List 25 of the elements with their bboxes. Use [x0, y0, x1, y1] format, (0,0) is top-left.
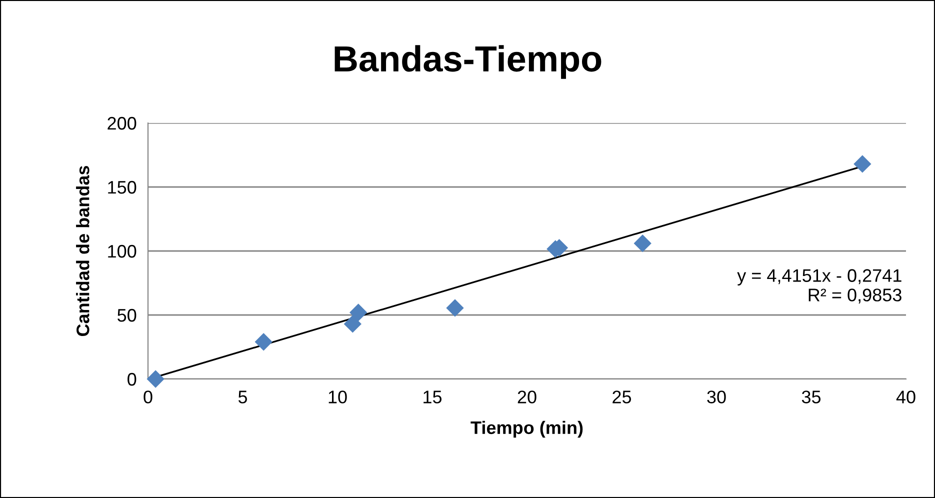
point [446, 299, 464, 317]
x-tick-label: 20 [518, 390, 536, 404]
chart-title: Bandas-Tiempo [334, 45, 602, 79]
point [147, 370, 164, 388]
x-tick-label: 10 [328, 390, 347, 404]
x-tick-label: 0 [144, 390, 152, 404]
y-tick-label: 100 [108, 244, 136, 258]
x-tick-label: 25 [612, 390, 632, 404]
y-tick-label: 200 [108, 116, 136, 130]
x-tick-label: 35 [802, 390, 821, 404]
point [255, 333, 272, 350]
x-tick-label: 5 [238, 390, 248, 404]
annotation: y = 4,4151x - 0,2741 R² = 0,9853 [737, 269, 902, 304]
x-tick-label: 30 [707, 390, 726, 404]
point [634, 234, 652, 252]
y-axis-title: Cantidad de bandas [76, 166, 90, 336]
x-tick-label: 40 [896, 390, 916, 404]
y-tick-label: 50 [118, 308, 136, 322]
point [344, 315, 362, 333]
x-tick-label: 15 [424, 390, 442, 404]
x-axis-title: Tiempo (min) [470, 420, 583, 438]
y-tick-label: 150 [108, 180, 136, 194]
point [854, 155, 871, 173]
point [350, 304, 367, 321]
y-tick-label: 0 [128, 372, 136, 386]
